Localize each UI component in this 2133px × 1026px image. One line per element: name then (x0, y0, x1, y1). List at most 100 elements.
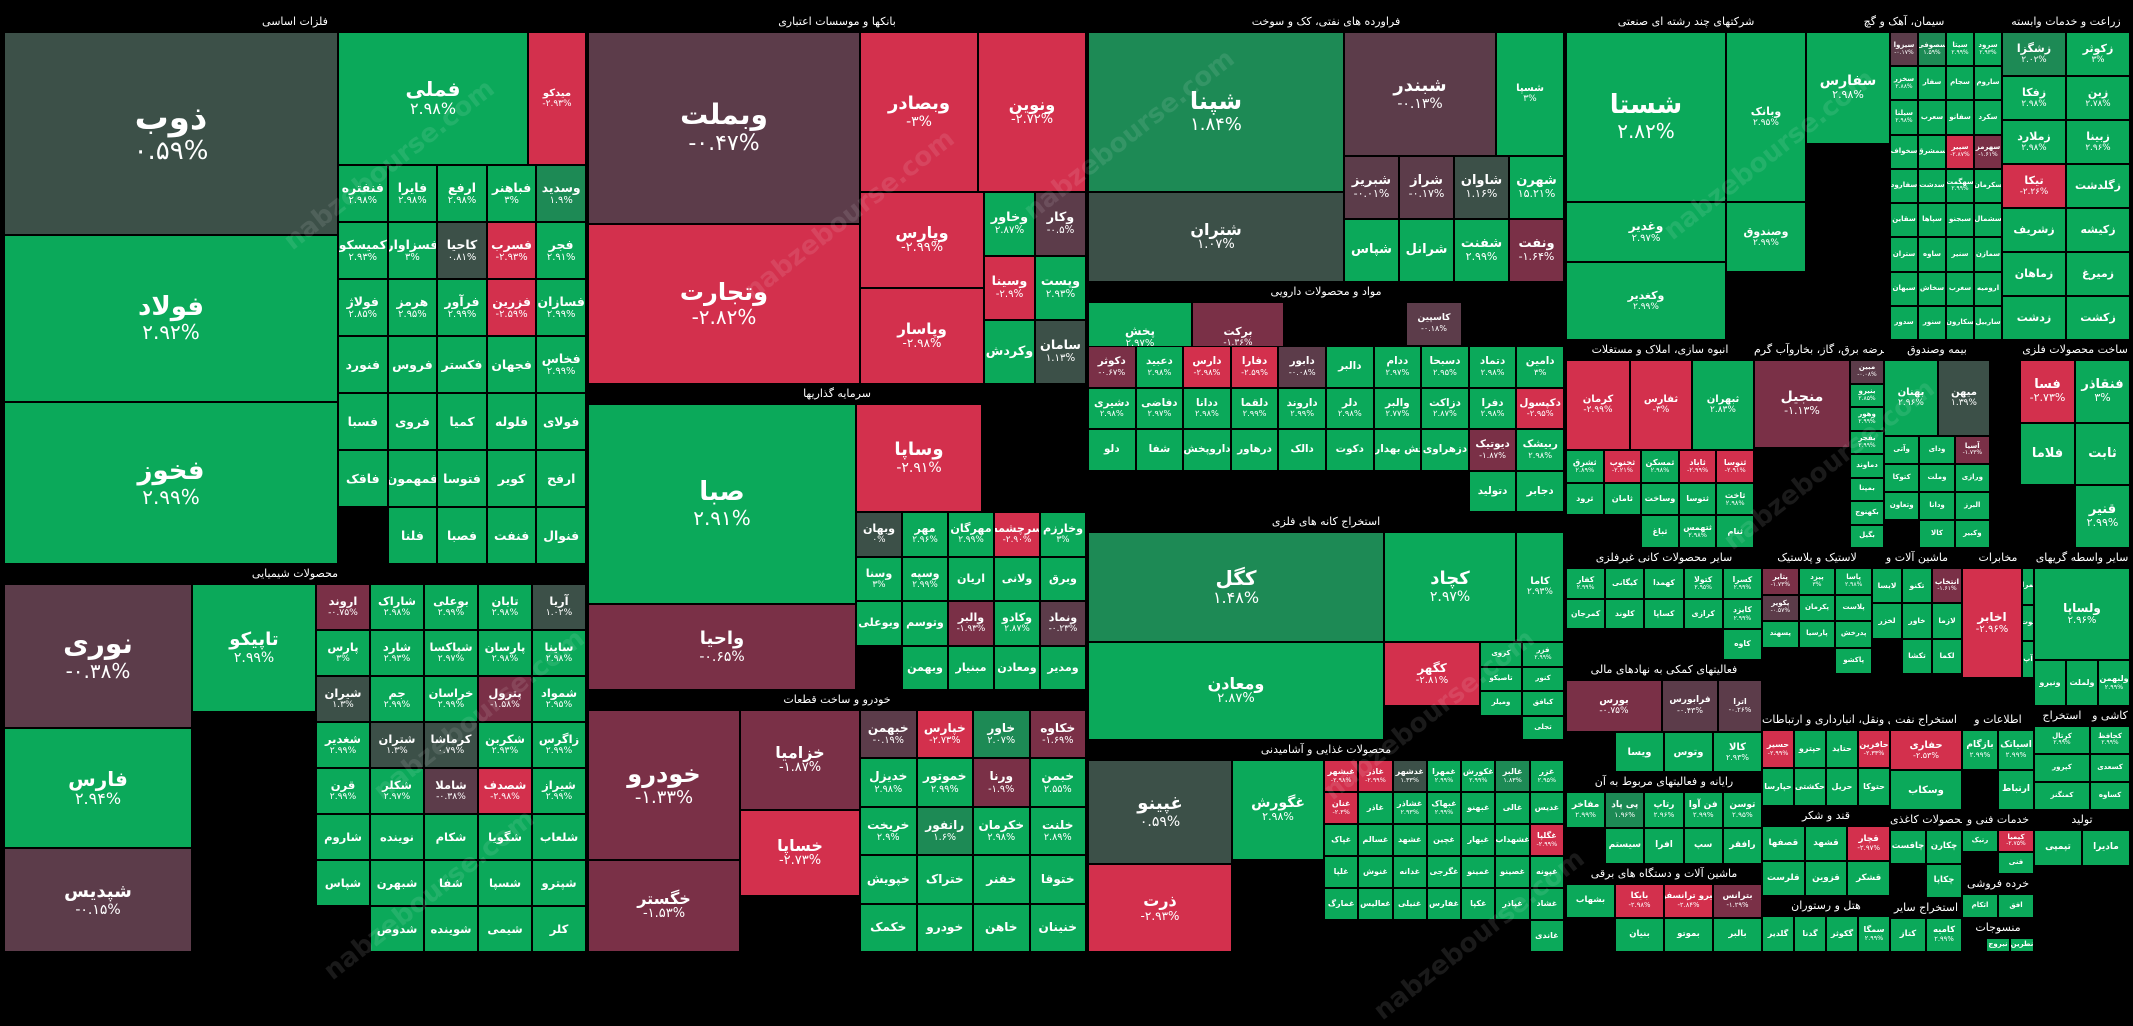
tile-بفجر[interactable]: بفجر ۲.۹۹% (1850, 430, 1884, 454)
tile-کرماشا[interactable]: کرماشا ۰.۷۹% (424, 722, 478, 768)
tile-ثاخت[interactable]: ثاخت ۲.۹۸% (1716, 482, 1754, 516)
tile-اروند[interactable]: اروند -۰.۷۵% (316, 584, 370, 630)
tile-لابسا[interactable]: لابسا (1872, 568, 1902, 604)
tile-مهرگان[interactable]: مهرگان ۲.۹۹% (948, 512, 994, 557)
tile-وکردش[interactable]: وکردش (984, 320, 1035, 384)
tile-بالبر[interactable]: بالبر (1713, 918, 1762, 952)
tile-سکرد[interactable]: سکرد (1974, 100, 2002, 135)
tile-ومیلر[interactable]: ومیلر (1480, 691, 1522, 716)
tile-قشکر[interactable]: قشکر (1847, 861, 1890, 896)
tile-فایرا[interactable]: فایرا ۲.۹۸% (387, 165, 438, 222)
tile-پخش بهداری[interactable]: پخش بهداری (1373, 429, 1422, 471)
tile-شهرن[interactable]: شهرن ۱۵.۲۱% (1509, 156, 1564, 219)
tile-خودرو[interactable]: خودرو -۱.۳۳% (588, 710, 740, 860)
tile-وتعاون[interactable]: وتعاون (1884, 492, 1920, 520)
tile-مهر[interactable]: مهر ۲.۹۶% (902, 512, 948, 557)
tile-آپ[interactable]: آپ (2022, 641, 2034, 678)
tile-زبن[interactable]: زبن ۲.۷۸% (2066, 76, 2130, 120)
tile-فزر[interactable]: فزر ۲.۹۹% (1522, 642, 1564, 667)
tile-انتخاب[interactable]: انتخاب -۱.۶۱% (1932, 568, 1962, 604)
tile-سرود[interactable]: سرود ۲.۹۳% (1974, 32, 2002, 67)
tile-خنینان[interactable]: خنینان (1029, 903, 1086, 952)
tile-پدرخش[interactable]: پدرخش (1835, 621, 1872, 648)
tile-کالا[interactable]: کالا ۲.۹۳% (1713, 732, 1762, 772)
tile-شاملا[interactable]: شاملا -۰.۳۸% (424, 768, 478, 814)
tile-ارومیه[interactable]: ارومیه (1974, 271, 2002, 306)
tile-رتاپ[interactable]: رتاپ ۲.۹۶% (1644, 792, 1684, 828)
tile-همراه[interactable]: همراه (2022, 568, 2034, 605)
tile-خبهمن[interactable]: خبهمن -۰.۱۹% (860, 710, 917, 759)
tile-ذوب[interactable]: ذوب ۰.۵۹% (4, 32, 338, 235)
tile-خپویش[interactable]: خپویش (860, 855, 917, 904)
tile-ساوه[interactable]: ساوه (1918, 237, 1946, 272)
tile-کاما[interactable]: کاما ۲.۹۳% (1516, 532, 1564, 642)
tile-سغرب[interactable]: سغرب (1946, 271, 1974, 306)
tile-چکارن[interactable]: چکارن (1926, 830, 1962, 864)
tile-کمرجان[interactable]: کمرجان (1566, 598, 1606, 630)
tile-بکهنوج[interactable]: بکهنوج (1850, 501, 1884, 525)
tile-ددام[interactable]: ددام ۲.۹۷% (1373, 346, 1422, 388)
tile-کامیه[interactable]: کامیه ۲.۹۹% (1926, 918, 1962, 952)
tile-سکرمان[interactable]: سکرمان (1974, 168, 2002, 204)
tile-خریخت[interactable]: خریخت ۲.۹% (860, 806, 917, 856)
tile-دفرا[interactable]: دفرا ۲.۹۸% (1468, 387, 1517, 429)
tile-تکنو[interactable]: تکنو (1902, 568, 1932, 604)
tile-ثنام[interactable]: ثنام (1716, 515, 1754, 548)
tile-بنیرو[interactable]: بنیرو ۲.۸۵% (1850, 383, 1884, 407)
tile-پکویر[interactable]: پکویر -۰.۵۷% (1762, 594, 1799, 621)
tile-بترانس[interactable]: بترانس -۱.۲۹% (1713, 884, 1762, 918)
tile-خبمن[interactable]: خبمن ۲.۵۵% (1029, 758, 1086, 807)
tile-کسرا[interactable]: کسرا ۲.۹۹% (1722, 568, 1762, 599)
tile-پارس[interactable]: پارس ۳% (316, 630, 370, 676)
tile-غگرجی[interactable]: غگرجی (1426, 856, 1462, 888)
tile-خکرمان[interactable]: خکرمان ۲.۹۸% (973, 806, 1030, 856)
tile-فرابورس[interactable]: فرابورس -۰.۴۳% (1662, 680, 1718, 732)
tile-خدیزل[interactable]: خدیزل ۲.۹۸% (860, 758, 917, 807)
tile-سنیر[interactable]: سنیر (1946, 237, 1974, 272)
tile-آریا[interactable]: آریا ۱.۰۲% (532, 584, 586, 630)
tile-ورازی[interactable]: ورازی (1954, 464, 1990, 492)
tile-زمیرغ[interactable]: زمیرغ (2066, 252, 2130, 296)
tile-سدشت[interactable]: سدشت (1918, 168, 1946, 204)
tile-صبا[interactable]: صبا ۲.۹۱% (588, 404, 856, 604)
tile-واحیا[interactable]: واحیا -۰.۶۵% (588, 604, 856, 690)
tile-فملی[interactable]: فملی ۲.۹۸% (338, 32, 528, 165)
tile-داروپخش[interactable]: داروپخش (1183, 429, 1231, 471)
tile-وپارس[interactable]: وپارس -۲.۹۹% (860, 192, 984, 288)
tile-غدانه[interactable]: غدانه (1392, 856, 1427, 888)
tile-کنور[interactable]: کنور (1522, 666, 1564, 691)
tile-افق[interactable]: افق (1998, 894, 2034, 918)
tile-بورس[interactable]: بورس -۰.۷۵% (1566, 680, 1662, 732)
tile-ساینا[interactable]: ساینا ۲.۹۸% (532, 630, 586, 676)
tile-دزاکت[interactable]: دزاکت ۲.۸۷% (1421, 387, 1469, 429)
tile-ونوین[interactable]: ونوین -۲.۷۲% (978, 32, 1086, 192)
tile-دماوند[interactable]: دماوند (1850, 454, 1884, 478)
tile-خفنر[interactable]: خفنر (973, 855, 1030, 904)
tile-ثبهران[interactable]: ثبهران ۲.۸۳% (1692, 360, 1754, 450)
tile-غصینو[interactable]: غصینو (1495, 856, 1530, 888)
tile-شسپا[interactable]: شسپا ۳% (1496, 32, 1564, 156)
tile-حپارسا[interactable]: حپارسا (1762, 768, 1794, 806)
tile-دلو[interactable]: دلو (1088, 429, 1136, 471)
tile-وبملت[interactable]: وبملت -۰.۴۷% (588, 32, 860, 224)
tile-مفاخر[interactable]: مفاخر ۲.۹۹% (1566, 792, 1606, 828)
tile-دفاضی[interactable]: دفاضی ۲.۹۷% (1135, 387, 1184, 429)
tile-سعرب[interactable]: سعرب (1918, 100, 1946, 135)
tile-ارفح[interactable]: ارفح (536, 450, 586, 507)
tile-ونیرو[interactable]: ونیرو (2034, 660, 2066, 706)
tile-سیزوا[interactable]: سیزوا -۰.۱۷% (1890, 32, 1918, 67)
tile-سامان[interactable]: سامان ۱.۱۳% (1035, 320, 1086, 384)
tile-شکلر[interactable]: شکلر ۲.۹۷% (370, 768, 424, 814)
tile-والبر[interactable]: والبر ۲.۷۷% (1373, 387, 1422, 429)
tile-غالی[interactable]: غالی (1495, 792, 1530, 824)
tile-تاصیکو[interactable]: تاصیکو (1480, 666, 1522, 691)
tile-خاور[interactable]: خاور (1902, 603, 1932, 639)
tile-دالبر[interactable]: دالبر (1326, 346, 1374, 388)
tile-ثباغ[interactable]: ثباغ (1641, 515, 1679, 548)
tile-تیکا[interactable]: تیکا -۲.۲۶% (2002, 164, 2066, 208)
tile-حریل[interactable]: حریل (1826, 768, 1858, 806)
tile-ددانا[interactable]: ددانا ۲.۹۸% (1183, 387, 1231, 429)
tile-ونماد[interactable]: ونماد -۰.۲۳% (1040, 601, 1086, 646)
tile-فتوسا[interactable]: فتوسا (437, 450, 487, 507)
tile-فرآور[interactable]: فرآور ۲.۹۹% (437, 279, 487, 336)
